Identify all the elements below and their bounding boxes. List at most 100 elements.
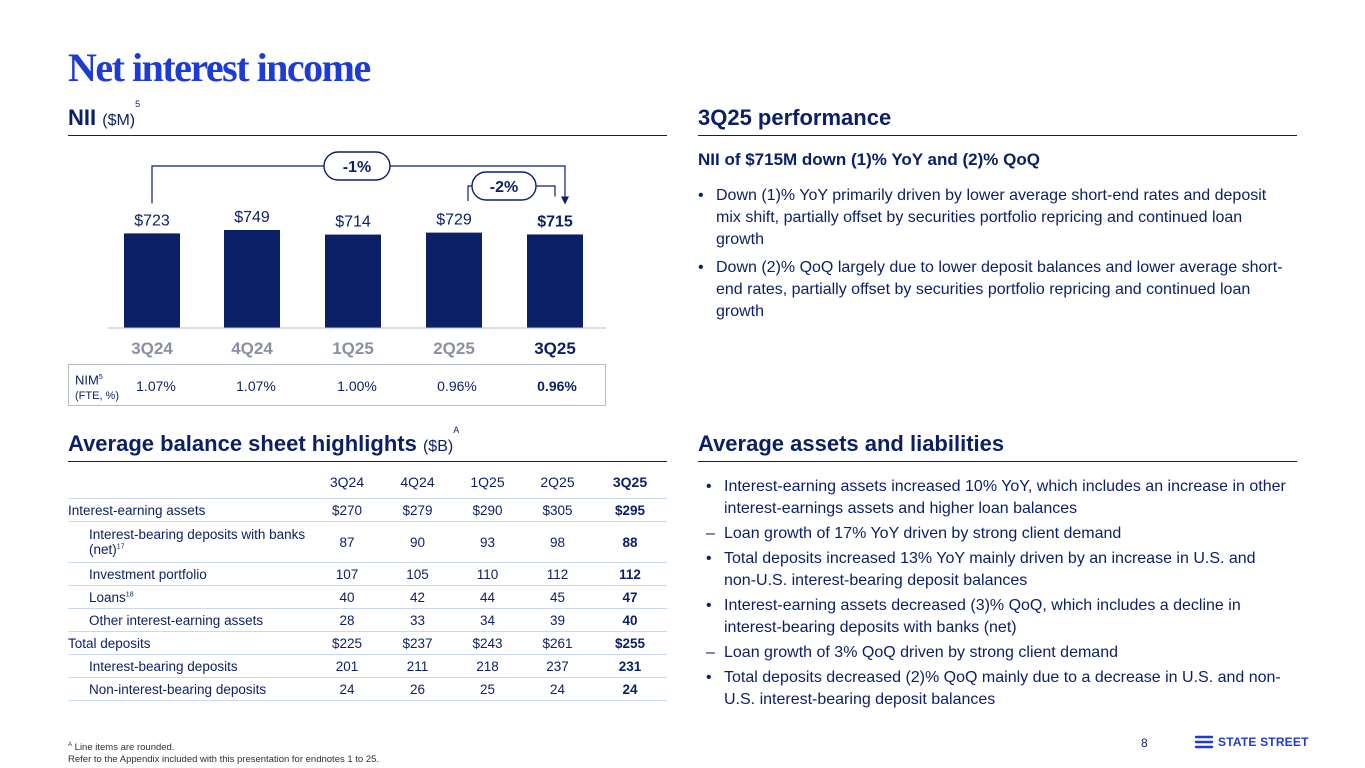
table-cell: 201 [312,654,382,678]
table-row: Other interest-earning assets 28 33 34 39 40 [68,608,667,632]
table-row: Interest-earning assets $270 $279 $290 $305 $… [68,498,667,522]
column-header: 1Q25 [470,474,505,490]
bar-value-label: $723 [134,212,170,229]
assets-liabilities-heading: Average assets and liabilities [698,431,1005,456]
table-cell: 26 [382,677,453,701]
bar-1q25 [325,234,381,328]
table-cell: 39 [522,608,593,632]
table-cell: 47 [593,585,667,609]
row-label: Interest-earning assets [68,498,312,522]
table-cell: $243 [453,631,522,655]
sub-bullet-item: Loan growth of 3% QoQ driven by strong c… [706,642,1286,664]
table-cell: 90 [382,521,453,563]
bar-value-label: $714 [335,214,371,231]
column-header: 2Q25 [540,474,575,490]
table-row: Non-interest-bearing deposits 24 26 25 24 24 [68,677,667,701]
nim-value: 1.07% [236,378,276,394]
bullet-item: Interest-earning assets increased 10% Yo… [706,476,1286,520]
table-cell: 112 [522,562,593,586]
column-header: 4Q24 [400,474,435,490]
row-label: Interest-bearing deposits with banks (ne… [68,521,312,563]
row-label: Total deposits [68,631,312,655]
bullet-item: Total deposits decreased (2)% QoQ mainly… [706,667,1286,711]
table-row: Interest-bearing deposits with banks (ne… [68,521,667,563]
page-title: Net interest income [68,45,371,90]
table-cell: $255 [593,631,667,655]
table-cell: 88 [593,521,667,563]
bar-4q24 [224,230,280,328]
table-cell: 33 [382,608,453,632]
table-cell: 231 [593,654,667,678]
category-label: 3Q24 [131,339,173,358]
column-header: 3Q24 [329,474,365,490]
table-row: Loans18 40 42 44 45 47 [68,585,667,609]
sub-bullet-item: Loan growth of 17% YoY driven by strong … [706,523,1286,545]
performance-heading: 3Q25 performance [698,105,892,130]
table-cell: 40 [593,608,667,632]
table-cell: $290 [453,498,522,522]
bar-2q25 [426,232,482,328]
table-cell: 42 [382,585,453,609]
nim-value: 1.00% [337,378,377,394]
table-cell: 24 [522,677,593,701]
table-cell: $279 [382,498,453,522]
row-label: Non-interest-bearing deposits [68,677,312,701]
table-cell: 211 [382,654,453,678]
table-cell: $261 [522,631,593,655]
bullet-item: Down (1)% YoY primarily driven by lower … [698,185,1288,251]
state-street-logo: STATE STREET [1194,734,1309,750]
table-cell: 34 [453,608,522,632]
performance-bullets: Down (1)% YoY primarily driven by lower … [698,185,1288,323]
qoq-change-label: -2% [490,179,518,196]
table-cell: 24 [593,677,667,701]
page-number: 8 [1141,736,1148,750]
bullet-item: Interest-earning assets decreased (3)% Q… [706,595,1286,639]
table-row: Total deposits $225 $237 $243 $261 $255 [68,631,667,655]
nim-value: 0.96% [537,378,577,394]
table-cell: 40 [312,585,382,609]
yoy-pill [323,151,391,181]
table-cell: 87 [312,521,382,563]
bar-3q24 [124,233,180,328]
nim-value: 1.07% [136,378,176,394]
table-cell: $295 [593,498,667,522]
table-header-row: 3Q24 4Q24 1Q25 2Q25 3Q25 [68,466,667,499]
yoy-change-label: -1% [343,159,371,176]
category-label: 1Q25 [332,339,374,358]
table-row: Investment portfolio 107 105 110 112 112 [68,562,667,586]
table-cell: 44 [453,585,522,609]
yoy-arrow-icon [561,196,569,205]
assets-liabilities-divider [698,461,1297,462]
table-cell: 93 [453,521,522,563]
table-cell: 28 [312,608,382,632]
category-label: 2Q25 [433,339,475,358]
logo-mark-icon [1194,735,1214,749]
category-label: 4Q24 [231,339,273,358]
table-cell: 112 [593,562,667,586]
balance-sheet-heading: Average balance sheet highlights ($B)A [68,425,460,456]
table-cell: $237 [382,631,453,655]
performance-divider [698,135,1297,136]
nim-label: NIM5 (FTE, %) [75,372,119,403]
table-cell: 110 [453,562,522,586]
table-cell: 105 [382,562,453,586]
table-cell: 237 [522,654,593,678]
table-cell: 45 [522,585,593,609]
performance-subheading: NII of $715M down (1)% YoY and (2)% QoQ [698,150,1040,169]
assets-liabilities-bullets: Interest-earning assets increased 10% Yo… [706,476,1286,711]
table-cell: 107 [312,562,382,586]
bullet-item: Total deposits increased 13% YoY mainly … [706,548,1286,592]
bar-value-label: $715 [537,213,573,230]
row-label: Loans18 [68,585,312,609]
bullet-item: Down (2)% QoQ largely due to lower depos… [698,257,1288,323]
bar-value-label: $729 [436,212,472,229]
row-label: Investment portfolio [68,562,312,586]
table-row: Interest-bearing deposits 201 211 218 237 231 [68,654,667,678]
table-cell: $305 [522,498,593,522]
table-cell: 218 [453,654,522,678]
row-label: Interest-bearing deposits [68,654,312,678]
table-cell: 25 [453,677,522,701]
column-header: 3Q25 [612,474,648,490]
nii-heading: NII ($M)5 [68,99,141,130]
nim-value: 0.96% [437,378,477,394]
